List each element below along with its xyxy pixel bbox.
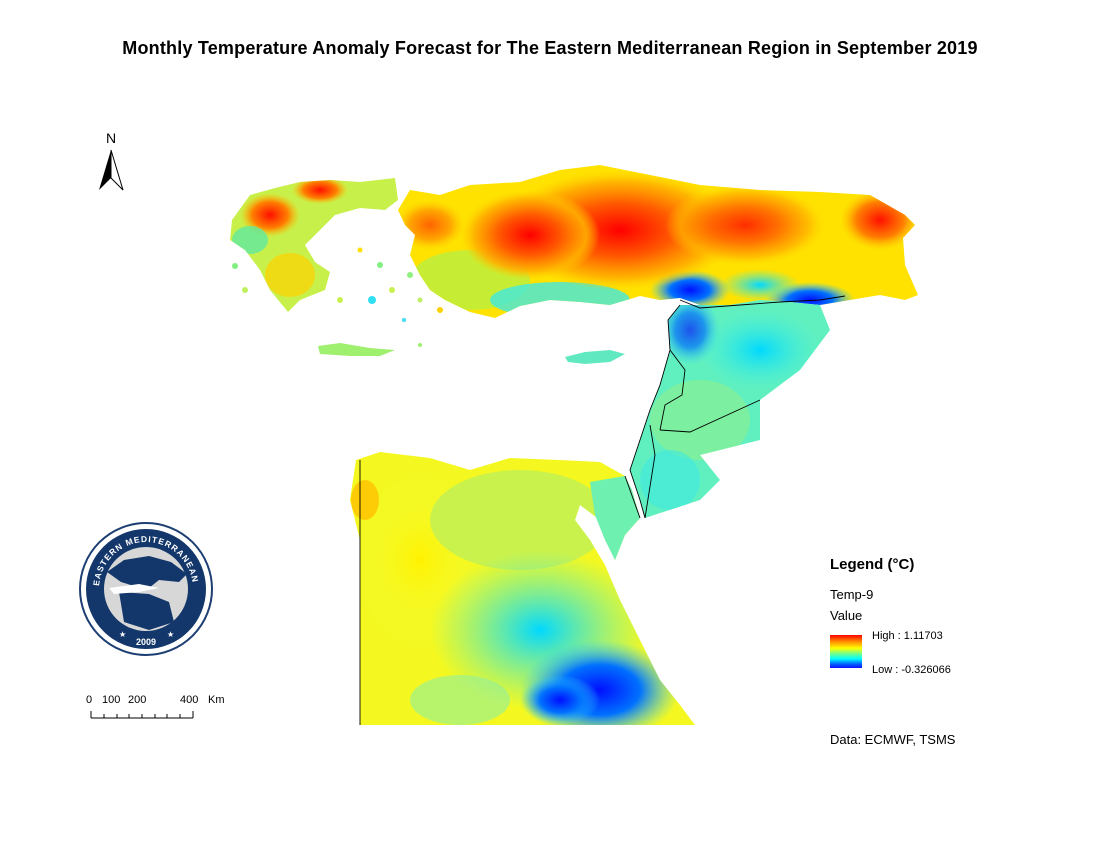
scale-bar: 0 100 200 400 Km <box>84 694 244 734</box>
legend-low-label: Low : -0.326066 <box>872 664 951 676</box>
svg-text:★: ★ <box>119 630 126 639</box>
legend-field-name: Value <box>830 608 863 623</box>
logo-year: 2009 <box>136 637 156 647</box>
country-borders <box>359 295 846 725</box>
north-arrow-label: N <box>105 130 117 146</box>
legend-layer-name: Temp-9 <box>830 587 874 602</box>
legend-high-label: High : 1.11703 <box>872 630 943 642</box>
islands <box>232 247 625 364</box>
emcc-logo: EASTERN MEDITERRANEAN CLIMATE CENTRE 200… <box>75 514 213 656</box>
sinai-region <box>590 476 640 560</box>
scale-label-unit: Km <box>208 694 225 706</box>
scale-label-400: 400 <box>180 694 199 706</box>
svg-text:★: ★ <box>167 630 174 639</box>
scale-bar-ruler <box>90 711 194 719</box>
map-title: Monthly Temperature Anomaly Forecast for… <box>122 38 978 58</box>
scale-label-0: 0 <box>86 694 93 706</box>
north-arrow-icon <box>99 149 124 191</box>
emcc-logo-icon: EASTERN MEDITERRANEAN CLIMATE CENTRE 200… <box>75 514 213 656</box>
data-source-note: Data: ECMWF, TSMS <box>830 732 956 747</box>
levant-region <box>630 300 830 518</box>
legend: Legend (°C) Temp-9 Value High : 1.11703 … <box>830 556 1030 676</box>
legend-color-ramp <box>830 635 862 668</box>
turkey-region <box>398 165 918 318</box>
north-arrow: N <box>94 130 128 194</box>
legend-title: Legend (°C) <box>830 556 915 573</box>
greece-region <box>230 178 398 312</box>
scale-label-200: 200 <box>128 694 147 706</box>
scale-label-100: 100 <box>102 694 121 706</box>
egypt-region <box>350 452 695 725</box>
